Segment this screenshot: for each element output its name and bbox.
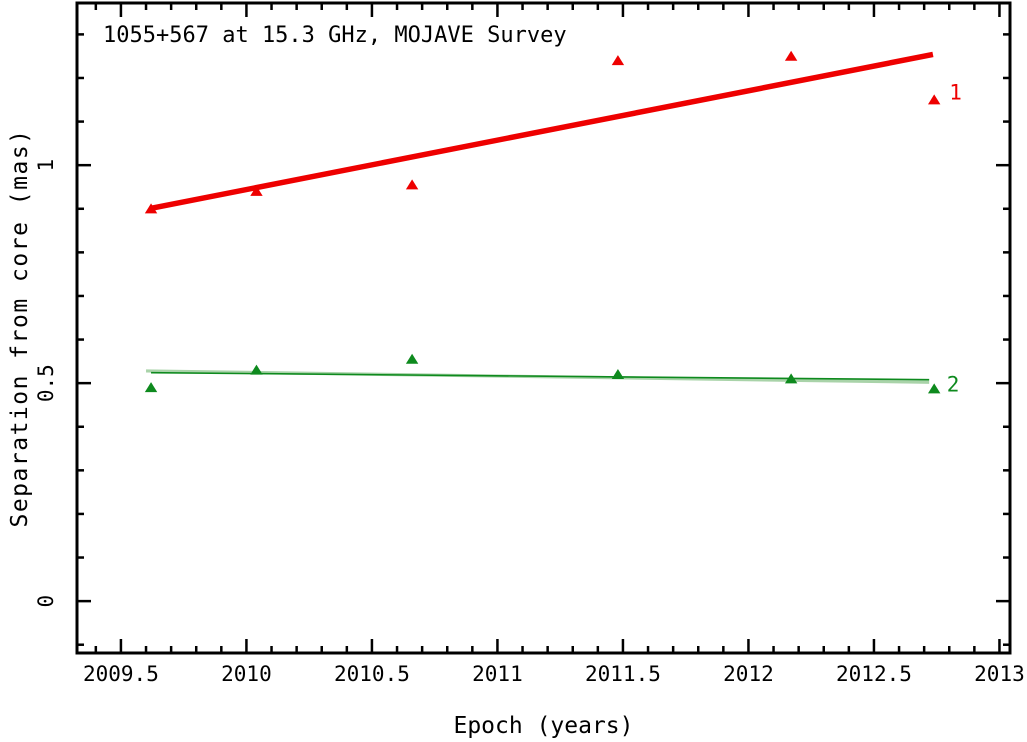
triangle-marker-component-1 [611, 55, 625, 66]
y-tick-label: 1 [34, 159, 58, 172]
triangle-marker-component-1 [784, 50, 798, 61]
plot-frame [75, 1, 1012, 655]
y-tick-label: 0.5 [34, 364, 58, 402]
triangle-marker-component-1 [144, 203, 158, 214]
x-tick-label: 2009.5 [83, 662, 159, 686]
x-tick-label: 2012.5 [836, 662, 912, 686]
component-label-2: 2 [947, 372, 960, 396]
triangle-marker-component-2 [144, 382, 158, 393]
triangle-marker-component-2 [927, 383, 941, 394]
triangle-marker-component-2 [784, 373, 798, 384]
triangle-marker-component-2 [405, 353, 419, 364]
triangle-marker-component-1 [927, 94, 941, 105]
triangle-marker-component-1 [250, 185, 263, 196]
x-tick-label: 2011.5 [585, 662, 661, 686]
x-axis-title: Epoch (years) [453, 713, 633, 739]
fit-line-component-1 [150, 51, 934, 212]
x-tick-label: 2011 [472, 662, 523, 686]
triangle-marker-component-2 [250, 364, 263, 375]
x-tick-label: 2010.5 [334, 662, 410, 686]
component-label-1: 1 [949, 80, 962, 104]
x-tick-label: 2010 [221, 662, 272, 686]
chart-title: 1055+567 at 15.3 GHz, MOJAVE Survey [103, 23, 567, 48]
x-tick-label: 2012 [723, 662, 774, 686]
triangle-marker-component-2 [611, 369, 625, 380]
x-tick-label: 2013 [974, 662, 1025, 686]
fit-line-component-2 [151, 371, 930, 381]
y-tick-label: 0 [34, 595, 58, 608]
triangle-marker-component-1 [405, 179, 419, 190]
y-axis-title: Separation from core (mas) [7, 128, 33, 527]
